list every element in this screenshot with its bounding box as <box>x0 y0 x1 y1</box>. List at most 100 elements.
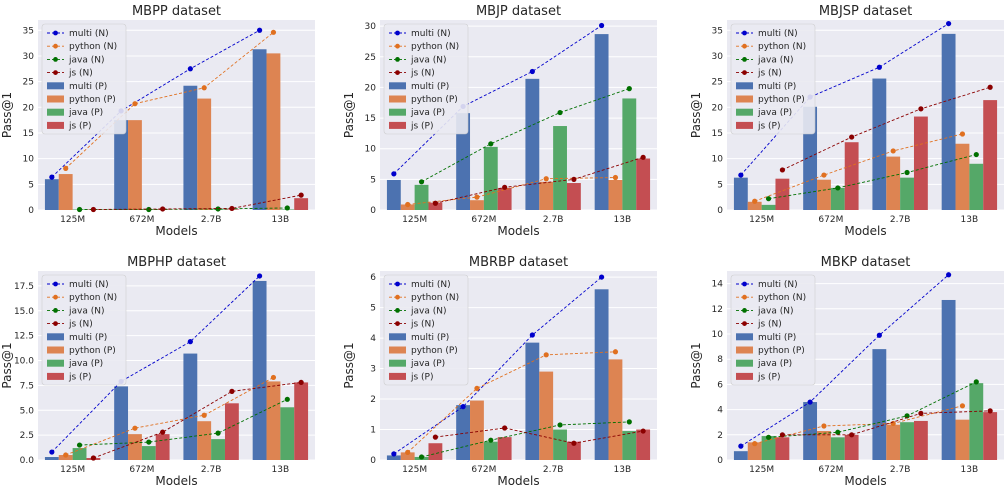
mbjsp-dataset-ylabel: Pass@1 <box>689 92 703 138</box>
mbpp-dataset-ytick-label: 35 <box>23 26 34 36</box>
mbjp-dataset-point-java-n-13b <box>626 86 632 92</box>
mbjsp-dataset-legend-label-python-p: python (P) <box>758 95 805 105</box>
mbrbp-dataset-legend-label-js-n: js (N) <box>410 320 435 330</box>
mbpp-dataset-xtick-label: 13B <box>272 215 290 225</box>
mbrbp-dataset-legend-box <box>383 274 469 386</box>
mbphp-dataset-legend-marker-java-n <box>53 308 58 313</box>
mbjp-dataset-ytick-label: 25 <box>365 53 376 63</box>
mbkp-dataset-bar-java-p-672m <box>830 437 845 460</box>
mbrbp-dataset-bar-python-p-672m <box>470 400 484 460</box>
mbpp-dataset-ylabel: Pass@1 <box>0 92 14 138</box>
mbkp-dataset-point-java-n-2-7b <box>904 413 910 419</box>
mbrbp-dataset-ylabel: Pass@1 <box>342 342 356 388</box>
mbjsp-dataset-xtick-label: 13B <box>961 215 979 225</box>
mbkp-dataset-legend: multi (N) python (N) java (N) js (N) multi (… <box>730 274 816 386</box>
mbjsp-dataset-ytick-label: 15 <box>712 129 723 139</box>
mbjp-dataset-bar-js-p-2-7b <box>566 183 581 210</box>
mbjp-dataset-legend-label-multi-p: multi (P) <box>411 82 449 92</box>
mbrbp-dataset-point-js-n-13b <box>640 428 646 434</box>
mbphp-dataset-legend-marker-python-n <box>53 294 58 300</box>
mbjsp-dataset-bar-python-p-125m <box>747 201 762 210</box>
mbrbp-dataset-bar-js-p-13b <box>636 429 651 460</box>
mbjsp-dataset-line-js-n <box>782 86 991 171</box>
mbpp-dataset-point-js-n-13b <box>298 192 304 198</box>
mbrbp-dataset-bar-java-p-13b <box>622 431 637 460</box>
mbjp-dataset-xlabel: Models <box>497 224 539 238</box>
mbjsp-dataset-ytick-label: 20 <box>712 103 724 113</box>
mbjsp-dataset-point-multi-n-125m <box>738 172 744 178</box>
mbjsp-dataset-legend: multi (N) python (N) java (N) js (N) multi (… <box>730 23 816 135</box>
mbrbp-dataset-bar-js-p-125m <box>428 443 443 460</box>
mbjsp-dataset-legend-marker-multi-n <box>742 30 747 36</box>
mbjp-dataset-point-multi-n-125m <box>391 171 397 177</box>
mbjp-dataset-legend-swatch-multi-p <box>389 82 406 90</box>
mbkp-dataset-ytick-label: 14 <box>712 280 724 290</box>
mbkp-dataset-legend-label-java-p: java (P) <box>757 359 792 369</box>
mbrbp-dataset-ytick-label: 2 <box>370 395 376 405</box>
mbrbp-dataset-legend-label-multi-p: multi (P) <box>411 333 449 343</box>
mbpp-dataset-point-js-n-672m <box>160 206 166 212</box>
mbphp-dataset-bar-python-p-672m <box>128 434 142 460</box>
mbjp-dataset-bar-multi-p-672m <box>456 113 471 210</box>
mbjsp-dataset-point-js-n-2-7b <box>918 106 924 112</box>
mbjsp-dataset-bar-python-p-2-7b <box>886 156 901 210</box>
mbphp-dataset-legend-marker-js-n <box>53 321 58 326</box>
mbjsp-dataset-bar-multi-p-13b <box>941 33 956 210</box>
mbrbp-dataset-point-java-n-672m <box>488 437 494 443</box>
mbjp-dataset-ytick-label: 30 <box>365 22 377 32</box>
mbjp-dataset-ylabel: Pass@1 <box>342 92 356 138</box>
mbrbp-dataset-point-multi-n-2-7b <box>529 332 535 338</box>
mbjp-dataset-bar-multi-p-125m <box>386 179 401 210</box>
mbjsp-dataset-bar-java-p-2-7b <box>900 177 914 210</box>
mbkp-dataset-bar-js-p-672m <box>844 434 859 460</box>
mbrbp-dataset-legend-marker-js-n <box>395 321 400 326</box>
mbjp-dataset-legend: multi (N) python (N) java (N) js (N) multi (… <box>383 23 469 135</box>
mbkp-dataset-xlabel: Models <box>844 474 886 488</box>
mbkp-dataset-point-js-n-13b <box>987 408 993 414</box>
mbjp-dataset-panel: 0 5 10 15 20 25 30 125M 672M 2.7B 13B MBJP dataset M… <box>342 4 657 238</box>
mbjsp-dataset-legend-marker-java-n <box>742 57 747 62</box>
mbphp-dataset-legend-swatch-java-p <box>47 359 64 367</box>
mbpp-dataset-legend-swatch-java-p <box>47 108 64 116</box>
mbjp-dataset-xtick-label: 672M <box>471 215 496 225</box>
mbjsp-dataset-bar-multi-p-2-7b <box>872 78 887 210</box>
mbkp-dataset-bar-java-p-2-7b <box>900 422 914 460</box>
mbkp-dataset-legend-label-python-p: python (P) <box>758 346 805 356</box>
mbrbp-dataset-legend-swatch-multi-p <box>389 333 406 341</box>
mbpp-dataset-point-multi-n-13b <box>257 27 263 33</box>
mbkp-dataset-legend-marker-js-n <box>742 321 747 326</box>
mbjsp-dataset-point-java-n-13b <box>973 151 979 158</box>
mbjsp-dataset-legend-label-multi-p: multi (P) <box>758 82 796 92</box>
mbkp-dataset-point-java-n-13b <box>973 379 979 385</box>
mbjsp-dataset-legend-label-java-p: java (P) <box>757 108 792 118</box>
mbjsp-dataset-point-java-n-2-7b <box>904 169 910 176</box>
mbrbp-dataset-point-python-n-672m <box>474 385 480 391</box>
mbkp-dataset-legend-label-python-n: python (N) <box>758 293 806 303</box>
mbrbp-dataset-xtick-label: 2.7B <box>543 465 564 475</box>
mbjp-dataset-bar-multi-p-2-7b <box>525 78 540 210</box>
mbjp-dataset-point-java-n-672m <box>488 141 494 147</box>
mbphp-dataset-legend-box <box>41 274 127 386</box>
mbpp-dataset-ytick-label: 20 <box>23 103 35 113</box>
mbrbp-dataset-bar-multi-p-125m <box>386 455 401 460</box>
mbrbp-dataset-legend-label-python-p: python (P) <box>411 346 458 356</box>
mbkp-dataset-legend-label-multi-n: multi (N) <box>758 280 798 290</box>
mbjp-dataset-ytick-label: 10 <box>365 145 377 155</box>
mbjsp-dataset-xtick-label: 672M <box>818 215 843 225</box>
mbphp-dataset-legend-label-multi-n: multi (N) <box>69 280 109 290</box>
mbjp-dataset-bar-java-p-125m <box>414 184 429 210</box>
mbphp-dataset-bar-java-p-125m <box>72 448 87 460</box>
mbjsp-dataset-bar-js-p-672m <box>844 142 859 210</box>
mbjp-dataset-point-python-n-125m <box>405 201 411 208</box>
mbrbp-dataset-point-multi-n-672m <box>460 404 466 410</box>
mbjp-dataset-legend-label-python-n: python (N) <box>411 42 459 52</box>
mbrbp-dataset-legend-label-js-p: js (P) <box>410 372 434 382</box>
mbrbp-dataset-point-multi-n-13b <box>599 274 605 280</box>
mbjp-dataset-xtick-label: 13B <box>614 215 632 225</box>
mbphp-dataset-legend-label-java-p: java (P) <box>68 359 103 369</box>
mbpp-dataset-legend-swatch-js-p <box>47 121 64 129</box>
mbjp-dataset-bar-python-p-672m <box>470 200 484 210</box>
mbpp-dataset-bar-python-p-672m <box>128 120 142 210</box>
mbjsp-dataset-xtick-label: 125M <box>749 215 774 225</box>
